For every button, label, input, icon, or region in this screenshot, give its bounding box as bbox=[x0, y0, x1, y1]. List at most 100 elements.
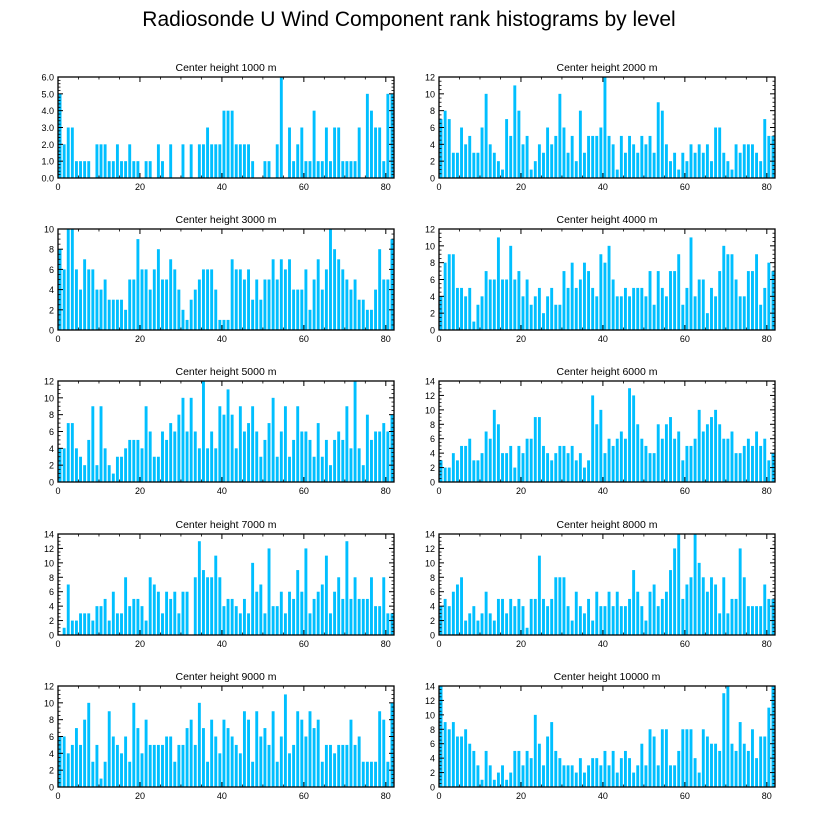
histogram-bar bbox=[476, 765, 480, 787]
histogram-bar bbox=[230, 414, 234, 482]
histogram-bar bbox=[537, 743, 541, 787]
histogram-bar bbox=[267, 744, 271, 787]
histogram-bar bbox=[496, 237, 500, 330]
histogram-bar bbox=[546, 296, 550, 330]
histogram-bar bbox=[730, 598, 734, 635]
histogram-bar bbox=[308, 309, 312, 330]
histogram-bar bbox=[296, 570, 300, 635]
histogram-bar bbox=[705, 144, 709, 178]
histogram-bar bbox=[238, 613, 242, 635]
histogram-bar bbox=[746, 438, 750, 482]
histogram-bar bbox=[91, 761, 95, 787]
x-tick-label: 80 bbox=[762, 639, 772, 649]
histogram-bar bbox=[652, 584, 656, 635]
y-tick-label: 0 bbox=[430, 326, 435, 336]
histogram-bar bbox=[578, 606, 582, 635]
histogram-bar bbox=[136, 439, 140, 482]
histogram-bar bbox=[140, 448, 144, 482]
histogram-bar bbox=[558, 304, 562, 330]
panel-title: Center height 9000 m bbox=[176, 671, 277, 683]
histogram-bar bbox=[480, 613, 484, 635]
histogram-bar bbox=[751, 606, 754, 635]
histogram-bar bbox=[669, 570, 672, 635]
x-tick-label: 20 bbox=[135, 182, 145, 192]
x-tick-label: 40 bbox=[217, 182, 227, 192]
histogram-bar bbox=[484, 591, 488, 635]
histogram-bar bbox=[374, 761, 378, 787]
histogram-bar bbox=[476, 152, 480, 178]
histogram-bar bbox=[148, 431, 152, 482]
histogram-bar bbox=[95, 744, 99, 787]
histogram-bar bbox=[374, 127, 378, 178]
histogram-bar bbox=[193, 577, 197, 635]
y-tick-label: 6 bbox=[49, 427, 54, 437]
histogram-bar bbox=[550, 722, 554, 787]
histogram-bar bbox=[488, 765, 492, 787]
histogram-bar bbox=[169, 598, 173, 635]
histogram-bar bbox=[443, 598, 447, 635]
histogram-bar bbox=[546, 127, 550, 178]
histogram-bar bbox=[501, 279, 504, 330]
histogram-bar bbox=[587, 135, 591, 178]
histogram-bar bbox=[124, 161, 128, 178]
histogram-bar bbox=[697, 144, 701, 178]
histogram-bar bbox=[144, 406, 148, 482]
histogram-bar bbox=[488, 144, 492, 178]
histogram-bar bbox=[288, 753, 291, 787]
x-tick-label: 20 bbox=[135, 791, 145, 801]
histogram-bar bbox=[263, 439, 267, 482]
histogram-bar bbox=[214, 289, 218, 330]
histogram-bar bbox=[718, 424, 722, 482]
histogram-bar bbox=[574, 460, 578, 482]
histogram-bar bbox=[714, 409, 718, 482]
histogram-bar bbox=[124, 309, 128, 330]
histogram-bar bbox=[165, 736, 169, 787]
histogram-bar bbox=[718, 613, 722, 635]
histogram-bar bbox=[103, 761, 107, 787]
y-tick-label: 2 bbox=[49, 461, 54, 471]
histogram-bar bbox=[329, 744, 332, 787]
histogram-bar bbox=[656, 765, 660, 787]
histogram-bar bbox=[689, 577, 693, 635]
histogram-bar bbox=[193, 289, 197, 330]
x-tick-label: 60 bbox=[299, 791, 309, 801]
histogram-bar bbox=[517, 445, 521, 482]
x-tick-label: 0 bbox=[436, 486, 441, 496]
histogram-bar bbox=[242, 144, 246, 178]
histogram-bar bbox=[181, 144, 185, 178]
histogram-bar bbox=[87, 439, 91, 482]
histogram-bar bbox=[247, 423, 250, 482]
histogram-bar bbox=[267, 279, 271, 330]
histogram-bar bbox=[583, 152, 586, 178]
y-tick-label: 10 bbox=[425, 710, 435, 720]
histogram-bar bbox=[333, 249, 337, 330]
histogram-bar bbox=[185, 431, 189, 482]
histogram-bar bbox=[763, 287, 767, 330]
histogram-bar bbox=[99, 406, 103, 482]
histogram-bar bbox=[640, 438, 644, 482]
histogram-bar bbox=[583, 262, 586, 330]
histogram-bar bbox=[656, 606, 660, 635]
histogram-bar bbox=[496, 161, 500, 178]
histogram-bar bbox=[550, 144, 554, 178]
histogram-bar bbox=[513, 606, 517, 635]
y-tick-label: 0.0 bbox=[41, 174, 54, 184]
histogram-bar bbox=[542, 313, 545, 330]
histogram-bar bbox=[669, 765, 672, 787]
x-tick-label: 80 bbox=[762, 334, 772, 344]
histogram-bar bbox=[386, 761, 390, 787]
histogram-bar bbox=[742, 144, 746, 178]
histogram-bar bbox=[234, 144, 238, 178]
histogram-bar bbox=[115, 456, 119, 482]
histogram-bar bbox=[742, 296, 746, 330]
histogram-bar bbox=[562, 765, 566, 787]
histogram-bar bbox=[517, 598, 521, 635]
y-tick-label: 4 bbox=[430, 292, 435, 302]
histogram-bar bbox=[615, 169, 619, 178]
histogram-bar bbox=[320, 761, 324, 787]
histogram-bar bbox=[230, 598, 234, 635]
histogram-bar bbox=[681, 304, 685, 330]
histogram-bar bbox=[763, 438, 767, 482]
histogram-bar bbox=[455, 287, 459, 330]
histogram-bar bbox=[210, 269, 214, 330]
